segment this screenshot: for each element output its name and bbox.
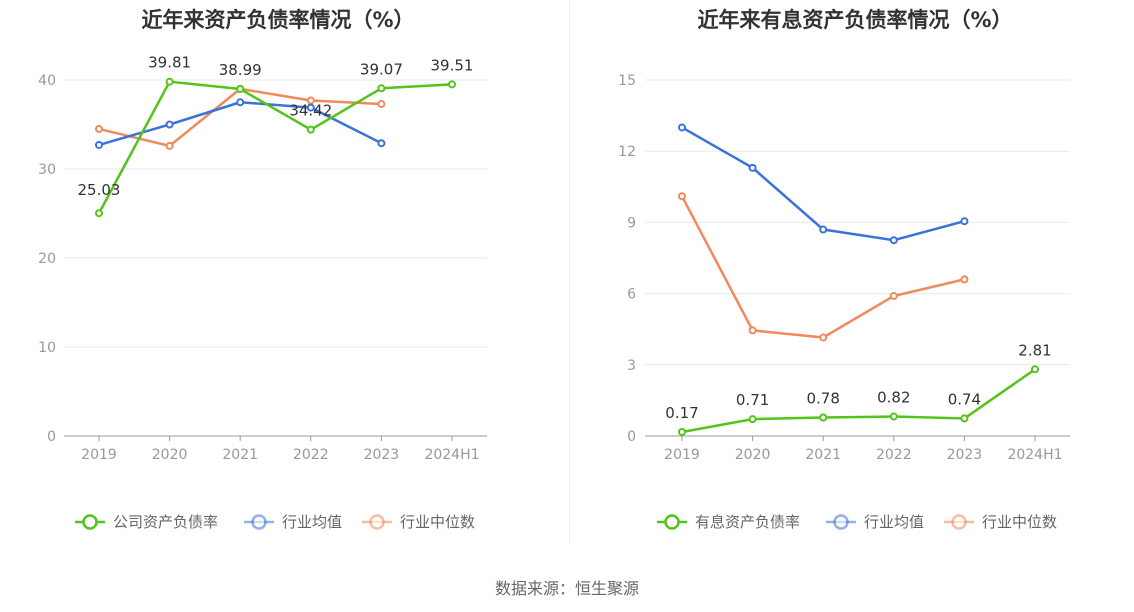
x-tick-label: 2021 (222, 447, 258, 463)
data-point (95, 209, 103, 218)
data-label: 2.81 (1018, 341, 1051, 359)
data-point (165, 120, 174, 129)
data-point (819, 413, 828, 422)
data-label: 25.03 (78, 181, 121, 199)
y-tick-label: 6 (627, 287, 636, 303)
legend-label: 行业均值 (282, 513, 342, 531)
data-label: 0.78 (806, 389, 839, 407)
legend-item-0: 有息资产负债率 (657, 513, 800, 531)
legend-item-1: 行业均值 (244, 513, 342, 531)
chart-panel-1: 0 3 6 9 12 15 2019 2020 2021 2022 2023 2024H1 0.17 0.… (618, 73, 1070, 531)
data-point (748, 163, 757, 172)
series-line-1 (681, 126, 965, 242)
data-label: 0.71 (736, 391, 769, 409)
data-point (306, 125, 315, 134)
series-line-2 (98, 87, 382, 148)
y-tick-label: 0 (47, 429, 56, 445)
y-tick-label: 20 (38, 251, 56, 267)
data-point (748, 326, 757, 335)
legend-label: 公司资产负债率 (113, 513, 218, 531)
data-point (678, 123, 686, 132)
legend-label: 行业中位数 (982, 513, 1057, 531)
x-tick-label: 2022 (876, 447, 912, 463)
data-point (377, 100, 386, 109)
data-label: 34.42 (289, 102, 332, 120)
data-point (889, 291, 898, 300)
data-label: 0.17 (665, 404, 698, 422)
data-label: 39.07 (360, 60, 403, 78)
series-line-0 (97, 80, 453, 214)
data-point (960, 217, 969, 226)
y-tick-label: 40 (38, 73, 56, 89)
data-label: 39.51 (431, 56, 474, 74)
data-label: 0.82 (877, 389, 910, 407)
data-point (306, 103, 315, 112)
data-label: 39.81 (148, 54, 191, 72)
data-point (377, 139, 386, 148)
data-point (95, 124, 103, 133)
x-tick-label: 2023 (364, 447, 400, 463)
x-tick-label: 2023 (947, 447, 983, 463)
legend-label: 行业均值 (864, 513, 924, 531)
data-point (306, 96, 315, 105)
legend-item-0: 公司资产负债率 (75, 513, 218, 531)
legend-marker (664, 514, 680, 530)
data-point (889, 236, 898, 245)
data-point (819, 333, 828, 342)
legend-item-2: 行业中位数 (362, 513, 475, 531)
y-tick-label: 12 (618, 144, 636, 160)
x-tick-label: 2020 (152, 447, 188, 463)
legend-marker (82, 514, 98, 530)
data-point (95, 140, 103, 149)
legend-item-2: 行业中位数 (944, 513, 1057, 531)
legend-marker (251, 514, 267, 530)
series-line-2 (680, 195, 965, 339)
data-point (960, 414, 969, 423)
x-tick-label: 2020 (735, 447, 771, 463)
data-point (1031, 365, 1039, 374)
y-tick-label: 3 (627, 358, 636, 374)
data-point (165, 141, 174, 150)
y-tick-label: 0 (627, 429, 636, 445)
chart-title-right: 近年来有息资产负债率情况（%） (697, 8, 1013, 32)
legend-marker (833, 514, 849, 530)
legend-label: 行业中位数 (400, 513, 475, 531)
y-tick-label: 15 (618, 73, 636, 89)
data-label: 38.99 (219, 61, 262, 79)
x-tick-label: 2019 (664, 447, 700, 463)
x-tick-label: 2024H1 (1007, 447, 1062, 463)
data-point (165, 77, 174, 86)
chart-panel-0: 0 10 20 30 40 2019 2020 2021 2022 2023 2024H1 25.03… (38, 54, 487, 531)
data-point (377, 84, 386, 93)
x-tick-label: 2019 (81, 447, 117, 463)
data-point (819, 225, 828, 234)
data-source: 数据来源：恒生聚源 (494, 579, 639, 598)
x-tick-label: 2024H1 (424, 447, 479, 463)
data-point (889, 412, 898, 421)
data-label: 0.74 (948, 390, 981, 408)
data-point (678, 427, 686, 436)
data-point (236, 84, 245, 93)
data-point (448, 80, 456, 89)
data-point (960, 275, 969, 284)
x-tick-label: 2021 (805, 447, 841, 463)
data-point (678, 192, 686, 201)
legend-marker (951, 514, 967, 530)
data-point (748, 415, 757, 424)
legend-label: 有息资产负债率 (695, 513, 800, 531)
y-tick-label: 10 (38, 340, 56, 356)
chart-title-left: 近年来资产负债率情况（%） (141, 8, 415, 32)
y-tick-label: 30 (38, 162, 56, 178)
divider (569, 0, 570, 545)
y-tick-label: 9 (627, 215, 636, 231)
legend-marker (369, 514, 385, 530)
data-point (236, 98, 245, 107)
x-tick-label: 2022 (293, 447, 329, 463)
series-line-0 (681, 368, 1036, 434)
legend-item-1: 行业均值 (826, 513, 924, 531)
